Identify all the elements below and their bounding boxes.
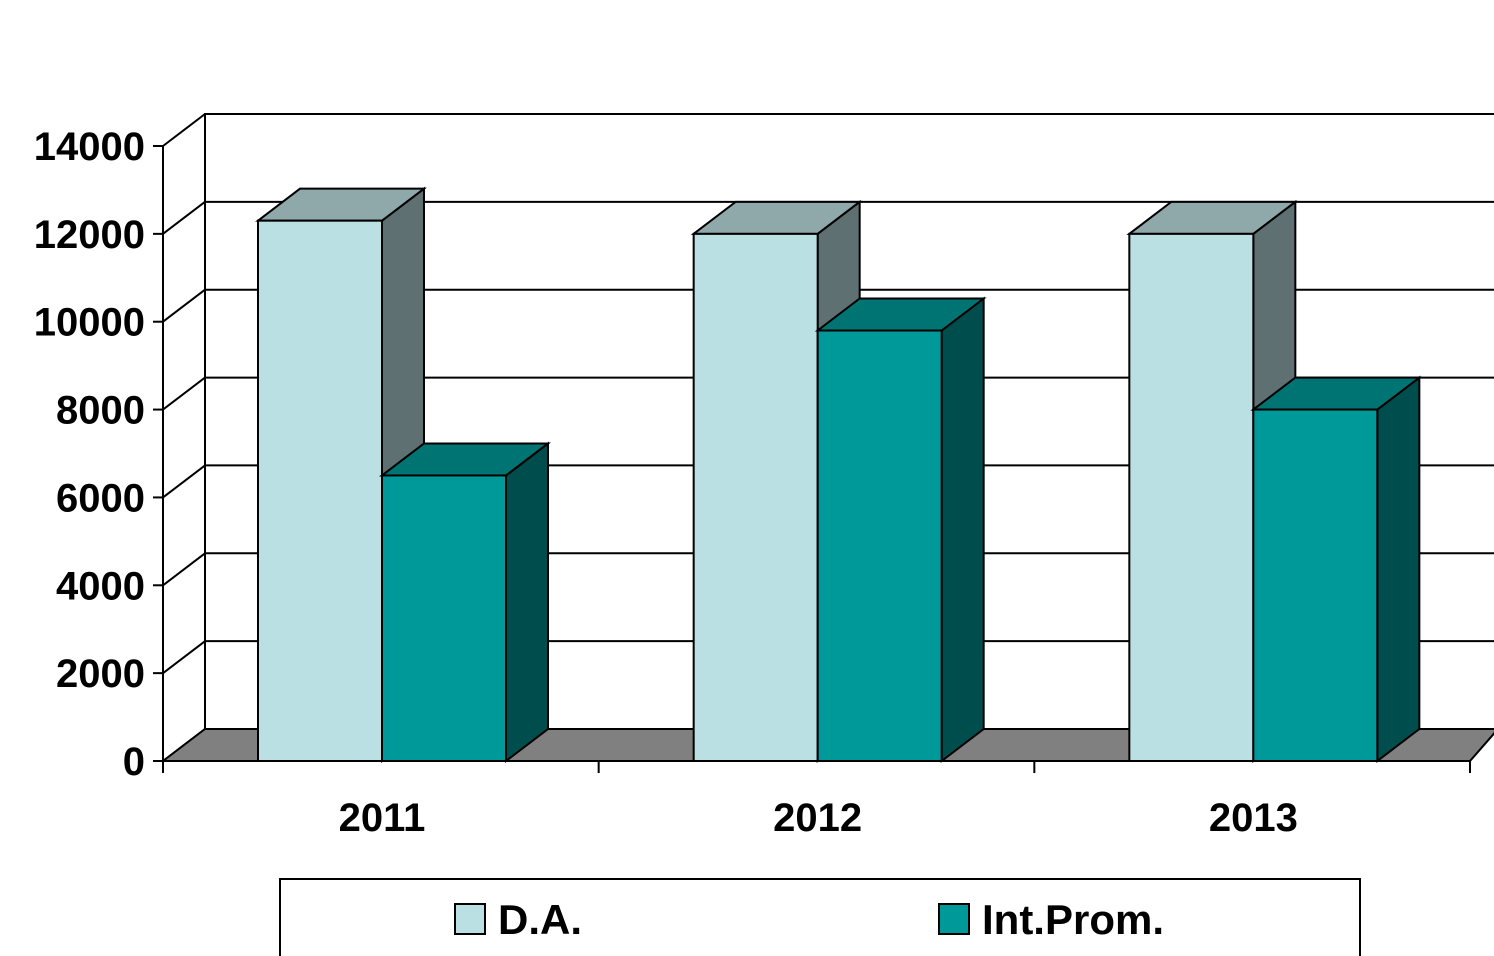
bar-front <box>1128 232 1255 763</box>
bar-front <box>816 329 943 762</box>
bar-intprom-2013 <box>1250 375 1423 764</box>
bar-front <box>381 474 507 762</box>
y-tick-label: 10000 <box>34 301 145 345</box>
y-tick-label: 2000 <box>56 652 145 696</box>
gridline-connector <box>162 552 206 587</box>
bar-front <box>692 232 819 763</box>
bar-side <box>940 296 985 764</box>
y-tick-label: 8000 <box>56 389 145 433</box>
y-tick-label: 6000 <box>56 476 145 520</box>
gridline-connector <box>162 376 206 411</box>
y-tick-label: 14000 <box>34 125 145 169</box>
bar-intprom-2011 <box>379 441 551 764</box>
x-category-label: 2012 <box>773 796 862 840</box>
x-category-label: 2011 <box>339 796 426 840</box>
gridline-connector <box>162 113 206 147</box>
bar-side <box>1376 375 1421 764</box>
legend: D.A. Int.Prom. <box>279 878 1361 956</box>
gridline-connector <box>162 201 206 235</box>
bar-front <box>1252 408 1379 762</box>
x-category-label: 2013 <box>1209 796 1298 840</box>
legend-swatch-int-prom <box>938 903 970 935</box>
legend-swatch-da <box>454 903 486 935</box>
legend-box <box>279 878 1361 956</box>
legend-label-int-prom: Int.Prom. <box>982 896 1164 943</box>
y-tick-label: 0 <box>123 740 145 784</box>
chart-bars <box>255 186 1423 764</box>
y-tick-label: 4000 <box>56 564 145 608</box>
gridline-connector <box>162 288 206 323</box>
gridline-connector <box>162 464 206 499</box>
y-tick-label: 12000 <box>34 213 145 257</box>
bar-intprom-2012 <box>814 296 987 764</box>
bar-side <box>505 441 549 764</box>
legend-label-da: D.A. <box>498 896 582 943</box>
gridline-connector <box>162 640 206 674</box>
bar-front <box>257 219 383 762</box>
chart-labels: 0 2000 4000 6000 8000 10000 12000 14000 2011 2012… <box>34 125 1298 840</box>
